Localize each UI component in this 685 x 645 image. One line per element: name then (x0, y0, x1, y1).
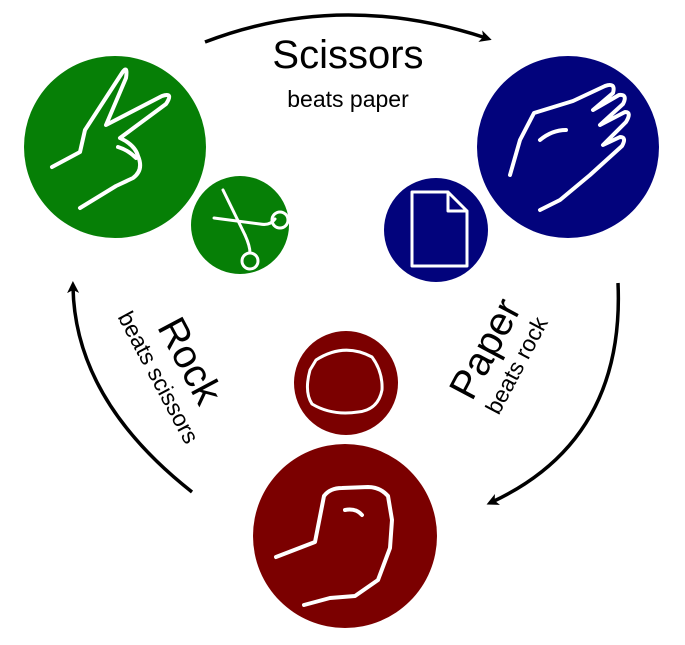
arrow-scissors-to-paper (204, 13, 492, 44)
paper-symbol-node (384, 178, 488, 282)
scissors-hand-node (24, 56, 206, 238)
paper-label-group: Paper beats rock (441, 291, 553, 418)
paper-circle (477, 56, 659, 238)
stone-icon (305, 348, 384, 415)
arrow-rock-to-scissors (67, 281, 194, 494)
palm-crease-line (538, 128, 568, 142)
document-icon (410, 190, 469, 268)
scissors-symbol-node (191, 176, 290, 274)
scissors-icon (212, 188, 290, 271)
peace-sign-hand-icon (50, 67, 172, 210)
rock-label-group: Rock beats scissors (113, 307, 231, 448)
scissors-title: Scissors (272, 33, 423, 77)
fist-knuckle-line (343, 507, 364, 517)
paper-hand-node (477, 56, 659, 238)
arrow-paper-to-rock (486, 282, 621, 505)
scissors-circle (24, 56, 206, 238)
scissors-subtitle: beats paper (287, 86, 409, 112)
rock-symbol-node (294, 331, 398, 435)
open-palm-hand-icon (508, 82, 631, 212)
rock-circle (253, 444, 437, 628)
fist-hand-icon (274, 485, 394, 607)
peace-sign-fold-line (116, 145, 138, 160)
rock-hand-node (253, 444, 437, 628)
